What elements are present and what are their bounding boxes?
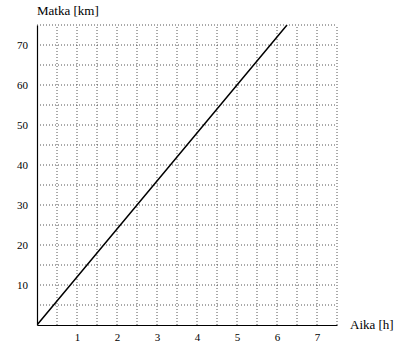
x-tick-label: 5 <box>235 331 241 343</box>
series-line <box>37 25 287 325</box>
x-axis-line <box>38 325 338 326</box>
chart: 1 2 3 4 5 6 7 10 20 30 40 50 60 70 Matka [km] Aika [h] <box>0 0 403 353</box>
y-axis-line <box>37 26 38 326</box>
y-axis-label: Matka [km] <box>37 3 99 18</box>
grid-line-x <box>317 25 318 325</box>
minor-grid-line-x <box>297 25 298 325</box>
y-tick: 40 <box>17 159 37 171</box>
grid-line-x <box>117 25 118 325</box>
minor-grid-line-x <box>137 25 138 325</box>
minor-grid-line-x <box>177 25 178 325</box>
grid-line-y <box>37 165 337 166</box>
grid-line-x <box>77 25 78 325</box>
grid-line-y <box>37 205 337 206</box>
y-tick-label: 40 <box>17 159 29 171</box>
y-axis: 10 20 30 40 50 60 70 <box>17 26 38 326</box>
minor-grid-line-y <box>37 25 337 26</box>
y-tick-label: 60 <box>17 79 29 91</box>
y-tick-label: 10 <box>17 279 29 291</box>
grid-line-x <box>277 25 278 325</box>
y-tick: 60 <box>17 79 37 91</box>
minor-grid-line-y <box>37 65 337 66</box>
grid-line-x <box>197 25 198 325</box>
minor-grid-line-y <box>37 305 337 306</box>
grid-line-y <box>37 85 337 86</box>
x-tick-label: 7 <box>315 331 321 343</box>
y-tick: 70 <box>17 39 37 51</box>
minor-grid-line-y <box>37 185 337 186</box>
x-tick: 4 <box>195 325 201 343</box>
y-tick-label: 50 <box>17 119 29 131</box>
y-tick: 30 <box>17 199 37 211</box>
minor-grid-line-x <box>257 25 258 325</box>
minor-grid-line-x <box>217 25 218 325</box>
x-tick: 2 <box>115 325 121 343</box>
y-tick: 20 <box>17 239 37 251</box>
y-tick: 10 <box>17 279 37 291</box>
x-tick-label: 1 <box>75 331 81 343</box>
grid-line-x <box>237 25 238 325</box>
grid <box>37 25 337 325</box>
x-tick-label: 2 <box>115 331 121 343</box>
x-tick: 6 <box>275 325 281 343</box>
minor-grid-line-x <box>57 25 58 325</box>
plot-area <box>37 25 287 325</box>
grid-line-x <box>157 25 158 325</box>
y-tick: 50 <box>17 119 37 131</box>
grid-line-y <box>37 125 337 126</box>
x-tick: 7 <box>315 325 321 343</box>
x-axis: 1 2 3 4 5 6 7 <box>38 325 338 343</box>
minor-grid-line-y <box>37 105 337 106</box>
x-tick-label: 6 <box>275 331 281 343</box>
grid-line-y <box>37 245 337 246</box>
y-tick-label: 70 <box>17 39 29 51</box>
grid-line-y <box>37 285 337 286</box>
minor-grid-line-x <box>337 25 338 325</box>
x-tick-label: 3 <box>155 331 161 343</box>
grid-line-y <box>37 45 337 46</box>
y-tick-label: 20 <box>17 239 29 251</box>
minor-grid-line-y <box>37 265 337 266</box>
x-tick: 5 <box>235 325 241 343</box>
y-tick-label: 30 <box>17 199 29 211</box>
x-tick: 1 <box>75 325 81 343</box>
minor-grid-line-y <box>37 225 337 226</box>
x-axis-label: Aika [h] <box>350 317 394 332</box>
x-tick: 3 <box>155 325 161 343</box>
minor-grid-line-x <box>97 25 98 325</box>
x-tick-label: 4 <box>195 331 201 343</box>
